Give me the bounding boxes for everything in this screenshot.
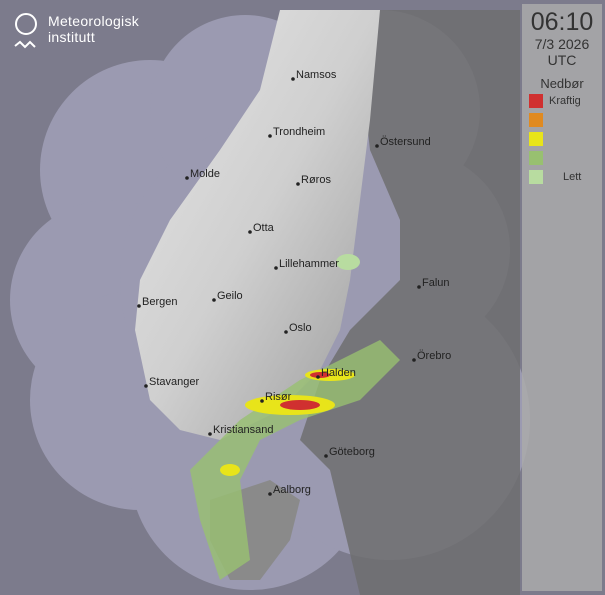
city-label: Geilo bbox=[217, 290, 243, 302]
date-label: 7/3 2026 bbox=[534, 36, 590, 52]
city-marker bbox=[417, 285, 421, 289]
logo-line1: Meteorologisk bbox=[48, 13, 140, 29]
city-label: Stavanger bbox=[149, 376, 199, 388]
city-kristiansand[interactable]: Kristiansand bbox=[208, 424, 274, 436]
legend-label: Lett bbox=[563, 170, 582, 183]
city-label: Molde bbox=[190, 168, 220, 180]
city-marker bbox=[212, 298, 216, 302]
city-label: Falun bbox=[422, 277, 450, 289]
time-label: 06:10 bbox=[530, 8, 594, 36]
legend-swatch bbox=[529, 131, 543, 146]
city-marker bbox=[316, 375, 320, 379]
city-bergen[interactable]: Bergen bbox=[137, 296, 177, 308]
city-halden[interactable]: Halden bbox=[316, 367, 356, 379]
city-geilo[interactable]: Geilo bbox=[212, 290, 243, 302]
city-label: Otta bbox=[253, 222, 275, 234]
legend-item: Lett bbox=[529, 167, 602, 186]
city-lillehammer[interactable]: Lillehammer bbox=[274, 258, 339, 270]
city-label: Lillehammer bbox=[279, 258, 339, 270]
city-molde[interactable]: Molde bbox=[185, 168, 220, 180]
city-marker bbox=[291, 77, 295, 81]
legend-item bbox=[529, 148, 602, 167]
logo-line2: institutt bbox=[48, 29, 96, 45]
city-label: Bergen bbox=[142, 296, 177, 308]
city-marker bbox=[296, 182, 300, 186]
city-label: Namsos bbox=[296, 69, 337, 81]
city-falun[interactable]: Falun bbox=[417, 277, 450, 289]
timezone-label: UTC bbox=[547, 52, 577, 68]
legend-label: Kraftig bbox=[549, 94, 581, 107]
city-label: Risør bbox=[265, 391, 292, 403]
city-oslo[interactable]: Oslo bbox=[284, 322, 312, 334]
city-label: Trondheim bbox=[273, 126, 325, 138]
city-marker bbox=[208, 432, 212, 436]
city-marker bbox=[248, 230, 252, 234]
city-label: Aalborg bbox=[273, 484, 311, 496]
city-marker bbox=[375, 144, 379, 148]
city-trondheim[interactable]: Trondheim bbox=[268, 126, 325, 138]
city-marker bbox=[274, 266, 278, 270]
met-logo: Meteorologisk institutt bbox=[14, 12, 139, 54]
city-stavanger[interactable]: Stavanger bbox=[144, 376, 199, 388]
city-marker bbox=[412, 358, 416, 362]
city-marker bbox=[144, 384, 148, 388]
city-göteborg[interactable]: Göteborg bbox=[324, 446, 375, 458]
city-marker bbox=[284, 330, 288, 334]
city-label: Göteborg bbox=[329, 446, 375, 458]
city-label: Halden bbox=[321, 367, 356, 379]
legend-swatch bbox=[529, 169, 543, 184]
legend: Kraftig Lett bbox=[522, 91, 602, 186]
city-marker bbox=[324, 454, 328, 458]
city-aalborg[interactable]: Aalborg bbox=[268, 484, 311, 496]
city-røros[interactable]: Røros bbox=[296, 174, 331, 186]
city-otta[interactable]: Otta bbox=[248, 222, 275, 234]
legend-swatch bbox=[529, 150, 543, 165]
city-label: Røros bbox=[301, 174, 331, 186]
city-marker bbox=[137, 304, 141, 308]
city-namsos[interactable]: Namsos bbox=[291, 69, 337, 81]
legend-item: Kraftig bbox=[529, 91, 602, 110]
city-label: Östersund bbox=[380, 136, 431, 148]
city-marker bbox=[268, 134, 272, 138]
info-panel: 06:10 7/3 2026 UTC Nedbør Kraftig Lett bbox=[522, 4, 602, 591]
city-marker bbox=[260, 399, 264, 403]
city-marker bbox=[185, 176, 189, 180]
city-label: Örebro bbox=[417, 350, 451, 362]
legend-title: Nedbør bbox=[540, 76, 584, 91]
city-label: Kristiansand bbox=[213, 424, 274, 436]
logo-sun-wave-icon bbox=[14, 13, 37, 49]
legend-item bbox=[529, 110, 602, 129]
city-örebro[interactable]: Örebro bbox=[412, 350, 451, 362]
legend-swatch bbox=[529, 112, 543, 127]
legend-swatch bbox=[529, 93, 543, 108]
city-marker bbox=[268, 492, 272, 496]
legend-item bbox=[529, 129, 602, 148]
city-risør[interactable]: Risør bbox=[260, 391, 292, 403]
city-label: Oslo bbox=[289, 322, 312, 334]
city-östersund[interactable]: Östersund bbox=[375, 136, 431, 148]
